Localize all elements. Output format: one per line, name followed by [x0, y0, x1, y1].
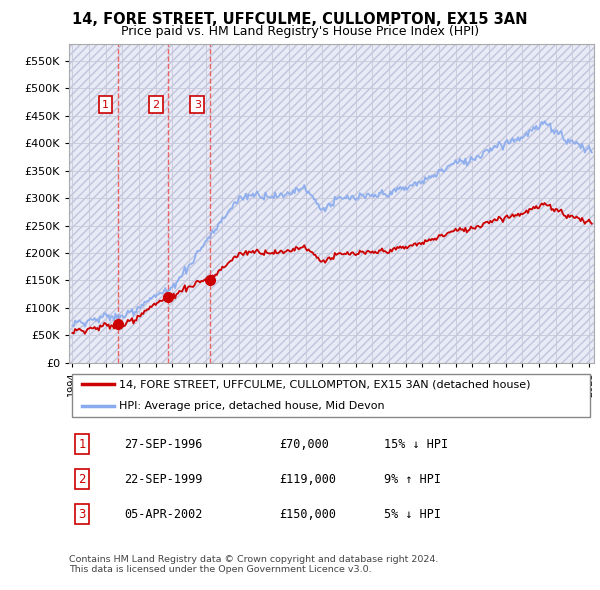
Text: 27-SEP-1996: 27-SEP-1996 — [124, 438, 203, 451]
Text: 3: 3 — [194, 100, 201, 110]
Text: HPI: Average price, detached house, Mid Devon: HPI: Average price, detached house, Mid … — [119, 401, 385, 411]
FancyBboxPatch shape — [71, 373, 590, 417]
Text: 9% ↑ HPI: 9% ↑ HPI — [384, 473, 441, 486]
Text: Price paid vs. HM Land Registry's House Price Index (HPI): Price paid vs. HM Land Registry's House … — [121, 25, 479, 38]
Text: 05-APR-2002: 05-APR-2002 — [124, 508, 203, 521]
Text: 14, FORE STREET, UFFCULME, CULLOMPTON, EX15 3AN: 14, FORE STREET, UFFCULME, CULLOMPTON, E… — [72, 12, 528, 27]
Text: 1: 1 — [102, 100, 109, 110]
Text: 15% ↓ HPI: 15% ↓ HPI — [384, 438, 448, 451]
Text: £70,000: £70,000 — [279, 438, 329, 451]
Text: 14, FORE STREET, UFFCULME, CULLOMPTON, EX15 3AN (detached house): 14, FORE STREET, UFFCULME, CULLOMPTON, E… — [119, 379, 530, 389]
Text: 5% ↓ HPI: 5% ↓ HPI — [384, 508, 441, 521]
Text: Contains HM Land Registry data © Crown copyright and database right 2024.
This d: Contains HM Land Registry data © Crown c… — [69, 555, 439, 574]
Text: 2: 2 — [152, 100, 159, 110]
Text: 2: 2 — [79, 473, 86, 486]
Text: 22-SEP-1999: 22-SEP-1999 — [124, 473, 203, 486]
Text: 3: 3 — [79, 508, 86, 521]
Text: £150,000: £150,000 — [279, 508, 336, 521]
Text: 1: 1 — [79, 438, 86, 451]
Text: £119,000: £119,000 — [279, 473, 336, 486]
